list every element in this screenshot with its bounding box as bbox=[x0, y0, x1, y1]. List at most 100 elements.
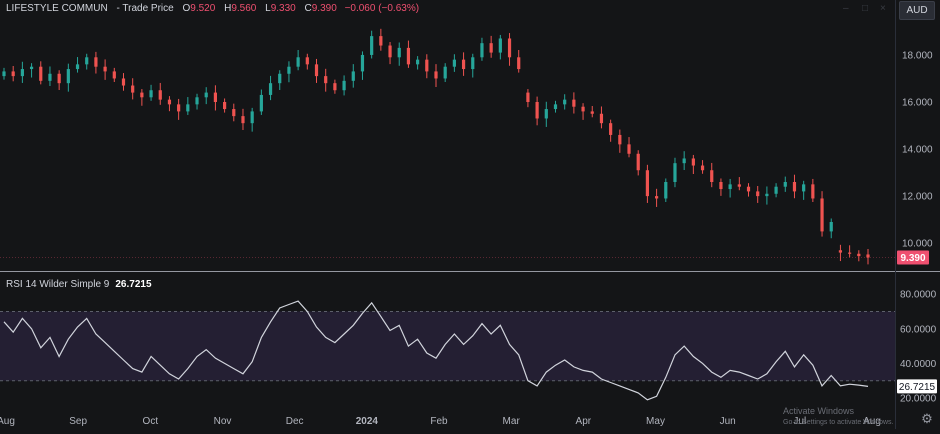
candle-body bbox=[324, 76, 328, 84]
candle-body bbox=[305, 57, 309, 65]
candle-body bbox=[829, 222, 833, 232]
candle-body bbox=[756, 191, 760, 197]
candle-body bbox=[544, 109, 548, 119]
candle-body bbox=[131, 85, 135, 93]
candle-body bbox=[645, 170, 650, 197]
candle-body bbox=[158, 90, 162, 100]
low-value: 9.330 bbox=[270, 3, 296, 14]
rsi-value-label: 26.7215 bbox=[899, 382, 936, 393]
candle-body bbox=[397, 47, 401, 58]
month-label: May bbox=[646, 416, 665, 427]
chart-legend-header: LIFESTYLE COMMUN - Trade Price O9.520 H9… bbox=[6, 3, 419, 14]
watermark-title: Activate Windows bbox=[783, 406, 855, 416]
candle-body bbox=[498, 38, 502, 53]
candle-body bbox=[416, 59, 420, 65]
candle-body bbox=[195, 97, 199, 105]
high-value: 9.560 bbox=[231, 3, 257, 14]
candle-body bbox=[351, 71, 355, 81]
maximize-icon[interactable]: □ bbox=[862, 3, 869, 14]
candle-body bbox=[39, 66, 43, 81]
candle-body bbox=[627, 144, 631, 154]
candle-body bbox=[11, 71, 15, 77]
candle-body bbox=[517, 57, 521, 70]
candle-body bbox=[112, 71, 116, 79]
price-tick-label: 16.000 bbox=[902, 98, 933, 109]
candle-body bbox=[434, 71, 438, 79]
price-tick-label: 18.000 bbox=[902, 50, 933, 61]
candle-body bbox=[94, 57, 98, 67]
close-value: 9.390 bbox=[311, 3, 337, 14]
candle-body bbox=[314, 64, 319, 77]
candle-body bbox=[774, 186, 778, 194]
candle-body bbox=[75, 64, 80, 70]
candle-body bbox=[461, 59, 466, 70]
candle-body bbox=[700, 165, 705, 171]
candles bbox=[2, 28, 870, 265]
candle-body bbox=[388, 45, 392, 58]
candle-body bbox=[268, 83, 273, 95]
candle-body bbox=[342, 80, 346, 91]
rsi-value: 26.7215 bbox=[115, 279, 152, 290]
candle-body bbox=[2, 71, 6, 77]
candle-body bbox=[333, 83, 337, 91]
candle-body bbox=[443, 66, 447, 79]
candle-body bbox=[29, 66, 34, 70]
candle-body bbox=[241, 116, 245, 124]
candle-body bbox=[103, 66, 107, 72]
candle-body bbox=[765, 193, 769, 197]
time-axis[interactable]: Aug Sep Oct Nov Dec 2024 Feb Mar Apr May Jun Jul Aug bbox=[0, 416, 881, 427]
month-label: Apr bbox=[576, 416, 592, 427]
price-type: - Trade Price bbox=[116, 3, 174, 14]
candle-body bbox=[140, 92, 144, 98]
month-label: Dec bbox=[286, 416, 304, 427]
price-axis[interactable]: 18.000 16.000 14.000 12.000 10.000 9.390 bbox=[897, 50, 933, 265]
rsi-tick-label: 80.0000 bbox=[900, 290, 937, 301]
candle-body bbox=[57, 73, 61, 84]
candle-body bbox=[526, 92, 530, 102]
last-price-tag bbox=[897, 250, 929, 265]
candle-body bbox=[811, 184, 815, 199]
rsi-tick-label: 40.0000 bbox=[900, 359, 937, 370]
candle-body bbox=[848, 252, 852, 254]
rsi-label[interactable]: RSI 14 Wilder Simple 9 bbox=[6, 279, 110, 290]
gear-icon[interactable]: ⚙ bbox=[921, 411, 933, 426]
close-icon[interactable]: × bbox=[880, 3, 886, 14]
month-label: Mar bbox=[503, 416, 521, 427]
candle-body bbox=[654, 196, 659, 199]
open-label: O bbox=[182, 3, 191, 14]
candle-body bbox=[121, 78, 126, 86]
candle-body bbox=[857, 253, 861, 257]
activation-watermark: Activate Windows Go to Settings to activ… bbox=[783, 406, 894, 428]
candle-body bbox=[480, 43, 484, 58]
month-label: Nov bbox=[214, 416, 232, 427]
candle-body bbox=[866, 254, 870, 258]
candle-body bbox=[370, 36, 374, 55]
month-label: 2024 bbox=[356, 416, 379, 427]
currency-button[interactable]: AUD bbox=[899, 1, 935, 20]
month-label: Oct bbox=[143, 416, 159, 427]
candle-body bbox=[296, 57, 300, 67]
close-label: C bbox=[304, 3, 312, 14]
candle-body bbox=[572, 99, 576, 107]
candle-body bbox=[379, 36, 383, 46]
minimize-icon[interactable]: – bbox=[843, 3, 849, 14]
price-tick-label: 12.000 bbox=[902, 192, 933, 203]
symbol-name[interactable]: LIFESTYLE COMMUN bbox=[6, 3, 108, 14]
candle-body bbox=[471, 57, 475, 70]
rsi-plot bbox=[3, 300, 869, 401]
candle-body bbox=[259, 94, 263, 112]
price-tick-label: 14.000 bbox=[902, 145, 933, 156]
candle-body bbox=[425, 59, 429, 72]
candle-body bbox=[691, 158, 695, 166]
candle-body bbox=[278, 73, 282, 84]
candle-body bbox=[590, 111, 594, 114]
candle-body bbox=[222, 102, 227, 110]
candle-body bbox=[792, 182, 797, 192]
month-label: Aug bbox=[0, 416, 15, 427]
candle-body bbox=[710, 170, 714, 182]
candle-body bbox=[783, 182, 787, 187]
candle-body bbox=[563, 99, 567, 105]
